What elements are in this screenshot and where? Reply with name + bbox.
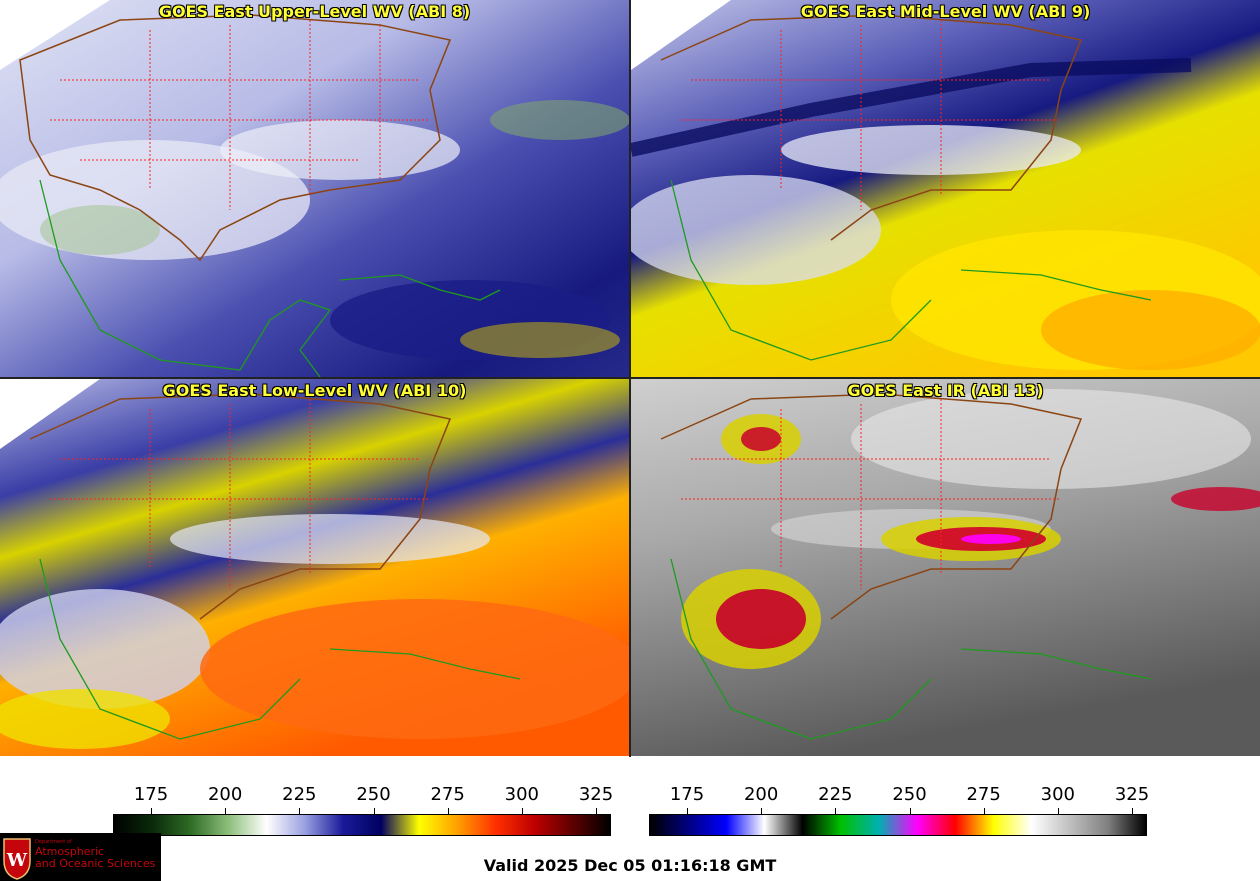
ir-tick-mark xyxy=(1132,808,1133,814)
logo-department-text: Department of xyxy=(35,839,72,845)
upper-level-wv-image xyxy=(0,0,629,377)
ir-tick-label: 175 xyxy=(669,784,705,805)
mid-level-wv-image xyxy=(631,0,1260,377)
uw-crest-icon: W xyxy=(3,838,31,880)
logo-oceanic-text: and Oceanic Sciences xyxy=(35,857,156,870)
ir-colorbar-gradient xyxy=(649,814,1147,836)
ir-tick-label: 300 xyxy=(1040,784,1076,805)
ir-panel: GOES East IR (ABI 13) xyxy=(631,379,1260,756)
wv-tick-label: 300 xyxy=(504,784,540,805)
ir-colorbar: 175 200 225 250 275 300 325 xyxy=(649,782,1150,836)
wv-tick-mark xyxy=(447,808,449,814)
mid-level-wv-panel: GOES East Mid-Level WV (ABI 9) xyxy=(631,0,1260,377)
ir-tick-label: 325 xyxy=(1114,784,1150,805)
wv-tick-label: 250 xyxy=(356,784,391,805)
panel-title: GOES East Mid-Level WV (ABI 9) xyxy=(800,2,1091,21)
wv-colorbar-gradient xyxy=(113,814,611,836)
panel-title: GOES East IR (ABI 13) xyxy=(847,381,1044,400)
ir-tick-mark xyxy=(761,808,763,814)
ir-tick-label: 250 xyxy=(892,784,927,805)
wv-colorbar: 175 200 225 250 275 300 325 xyxy=(113,782,614,836)
ir-tick-label: 225 xyxy=(818,784,853,805)
wv-tick-label: 175 xyxy=(133,784,169,805)
valid-time-label: Valid 2025 Dec 05 01:16:18 GMT xyxy=(483,856,777,875)
panel-title: GOES East Low-Level WV (ABI 10) xyxy=(162,381,467,400)
wv-tick-mark xyxy=(225,808,227,814)
low-level-wv-image xyxy=(0,379,629,756)
wv-tick-mark xyxy=(521,808,523,814)
wv-tick-mark xyxy=(151,808,152,814)
wv-tick-mark xyxy=(596,808,597,814)
upper-level-wv-panel: GOES East Upper-Level WV (ABI 8) xyxy=(0,0,629,377)
wv-tick-label: 225 xyxy=(282,784,317,805)
ir-tick-mark xyxy=(1057,808,1059,814)
svg-text:W: W xyxy=(6,850,28,871)
ir-tick-mark xyxy=(909,808,911,814)
ir-tick-mark xyxy=(687,808,688,814)
aos-logo: W Department of Atmospheric and Oceanic … xyxy=(0,833,161,881)
low-level-wv-panel: GOES East Low-Level WV (ABI 10) xyxy=(0,379,629,756)
logo-atmospheric-text: Atmospheric xyxy=(35,845,105,858)
panel-title: GOES East Upper-Level WV (ABI 8) xyxy=(158,2,471,21)
wv-tick-label: 275 xyxy=(430,784,465,805)
ir-tick-label: 200 xyxy=(743,784,779,805)
wv-tick-label: 200 xyxy=(207,784,243,805)
panel-divider-horizontal xyxy=(0,377,1260,379)
ir-tick-mark xyxy=(835,808,837,814)
wv-tick-mark xyxy=(373,808,375,814)
ir-tick-mark xyxy=(983,808,985,814)
wv-tick-mark xyxy=(299,808,301,814)
wv-tick-label: 325 xyxy=(578,784,614,805)
ir-tick-label: 275 xyxy=(966,784,1001,805)
ir-image xyxy=(631,379,1260,756)
